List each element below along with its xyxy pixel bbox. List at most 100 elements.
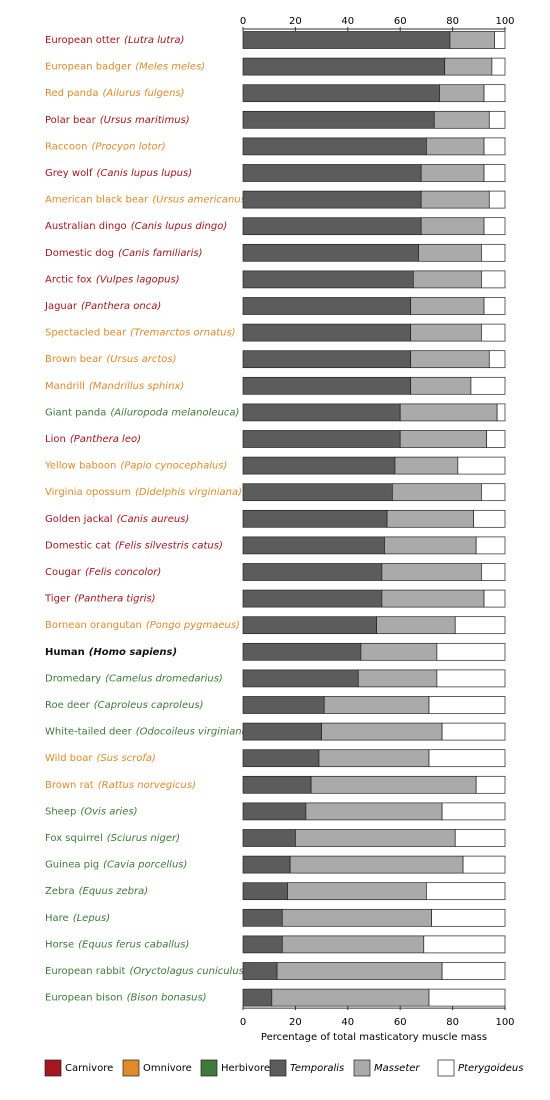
common-name: Wild boar [45,753,93,764]
scientific-name: (Sciurus niger) [107,833,180,844]
category-label: Mandrill (Mandrillus sphinx) [45,381,184,392]
common-name: Roe deer [45,700,91,711]
bar-segment [426,137,485,156]
bar-segment [470,376,506,395]
scientific-name: (Ursus americanus) [152,195,250,206]
legend-label: Masseter [374,1063,420,1074]
bar-segment [242,456,396,475]
category-label: Brown bear (Ursus arctos) [45,354,176,365]
common-name: Raccoon [45,141,87,152]
bar-segment [496,403,506,422]
category-label: Bornean orangutan (Pongo pygmaeus) [45,620,240,631]
category-label: Guinea pig (Cavia porcellus) [45,860,187,871]
bar-segment [384,536,477,555]
bar-segment [242,137,427,156]
common-name: European badger [45,62,132,73]
category-label: Hare (Lepus) [45,913,110,924]
bar-segment [242,722,322,741]
scientific-name: (Caproleus caproleus) [94,700,204,711]
bar-segment [410,297,485,315]
common-name: Brown rat [45,780,94,791]
bar-segment [436,642,506,661]
bar-segment [428,696,506,714]
common-name: Giant panda [45,407,106,418]
bar-segment [423,935,506,954]
category-label: European bison (Bison bonasus) [45,993,207,1004]
bar-segment [318,749,430,768]
bar-segment [436,669,506,688]
scientific-name: (Ursus maritimus) [100,115,190,126]
bar-segment [481,243,506,262]
x-tick-label: 60 [394,16,407,27]
scientific-name: (Papio cynocephalus) [120,461,227,472]
x-tick-label: 20 [289,16,302,27]
scientific-name: (Bison bonasus) [127,993,207,1004]
category-label: Arctic fox (Vulpes lagopus) [45,274,180,285]
scientific-name: (Tremarctos ornatus) [130,328,235,339]
scientific-name: (Canis aureus) [117,514,190,525]
bar-segment [281,935,425,954]
category-label: Sheep (Ovis aries) [45,806,137,817]
bar-segment [483,217,506,236]
common-name: Lion [45,434,66,445]
category-label: Domestic dog (Canis familiaris) [45,248,203,259]
common-name: Dromedary [45,673,101,684]
scientific-name: (Equus zebra) [79,886,149,897]
bar-segment [242,323,412,342]
bar-segment [287,882,427,901]
bar-segment [441,722,506,741]
bar-segment [386,509,474,528]
common-name: Sheep [45,806,76,817]
scientific-name: (Panthera onca) [81,301,161,312]
bar-segment [391,483,482,502]
scientific-name: (Odocoileus virginianus) [136,727,257,738]
bar-segment [242,190,422,209]
bar-segment [242,589,383,608]
bar-segment [481,483,506,502]
common-name: European rabbit [45,966,126,977]
common-name: Spectacled bear [45,328,127,339]
bar-segment [483,84,506,103]
category-label: Cougar (Felis concolor) [45,567,161,578]
scientific-name: (Felis concolor) [85,567,161,578]
category-label: Wild boar (Sus scrofa) [45,753,156,764]
bar-segment [381,589,485,608]
scientific-name: (Cavia porcellus) [103,860,187,871]
bar-segment [420,164,485,182]
bar-segment [454,616,506,635]
bar-segment [242,775,312,794]
common-name: Arctic fox [45,274,92,285]
x-tick-label: 80 [446,16,459,27]
bar-segment [475,775,506,794]
common-name: Fox squirrel [45,833,103,844]
x-tick-label: 60 [394,1017,407,1028]
bar-segment [242,749,320,768]
bar-segment [488,190,506,209]
bar-segment [428,988,506,1007]
bar-segment [242,270,414,289]
bar-segment [481,323,506,342]
common-name: Red panda [45,88,98,99]
bar-segment [410,350,490,369]
scientific-name: (Meles meles) [135,62,205,73]
category-label: European otter (Lutra lutra) [45,35,184,46]
legend-swatch [269,1059,287,1077]
bar-segment [305,802,443,821]
category-label: Dromedary (Camelus dromedarius) [45,673,223,684]
category-label: Jaguar (Panthera onca) [44,301,161,312]
category-label: Australian dingo (Canis lupus dingo) [45,221,227,232]
bar-segment [420,217,485,236]
common-name: Horse [45,939,74,950]
bar-segment [242,855,291,874]
bar-segment [454,829,506,847]
scientific-name: (Ailuropoda melanoleuca) [110,407,239,418]
legend-label: Pterygoideus [458,1063,523,1074]
category-label: Grey wolf (Canis lupus lupus) [45,168,192,179]
bar-segment [242,84,440,103]
x-tick-label: 0 [240,16,246,27]
bar-segment [281,908,432,927]
category-label: European rabbit (Oryctolagus cuniculus) [45,966,248,977]
common-name: American black bear [45,195,149,206]
category-label: Fox squirrel (Sciurus niger) [45,833,180,844]
